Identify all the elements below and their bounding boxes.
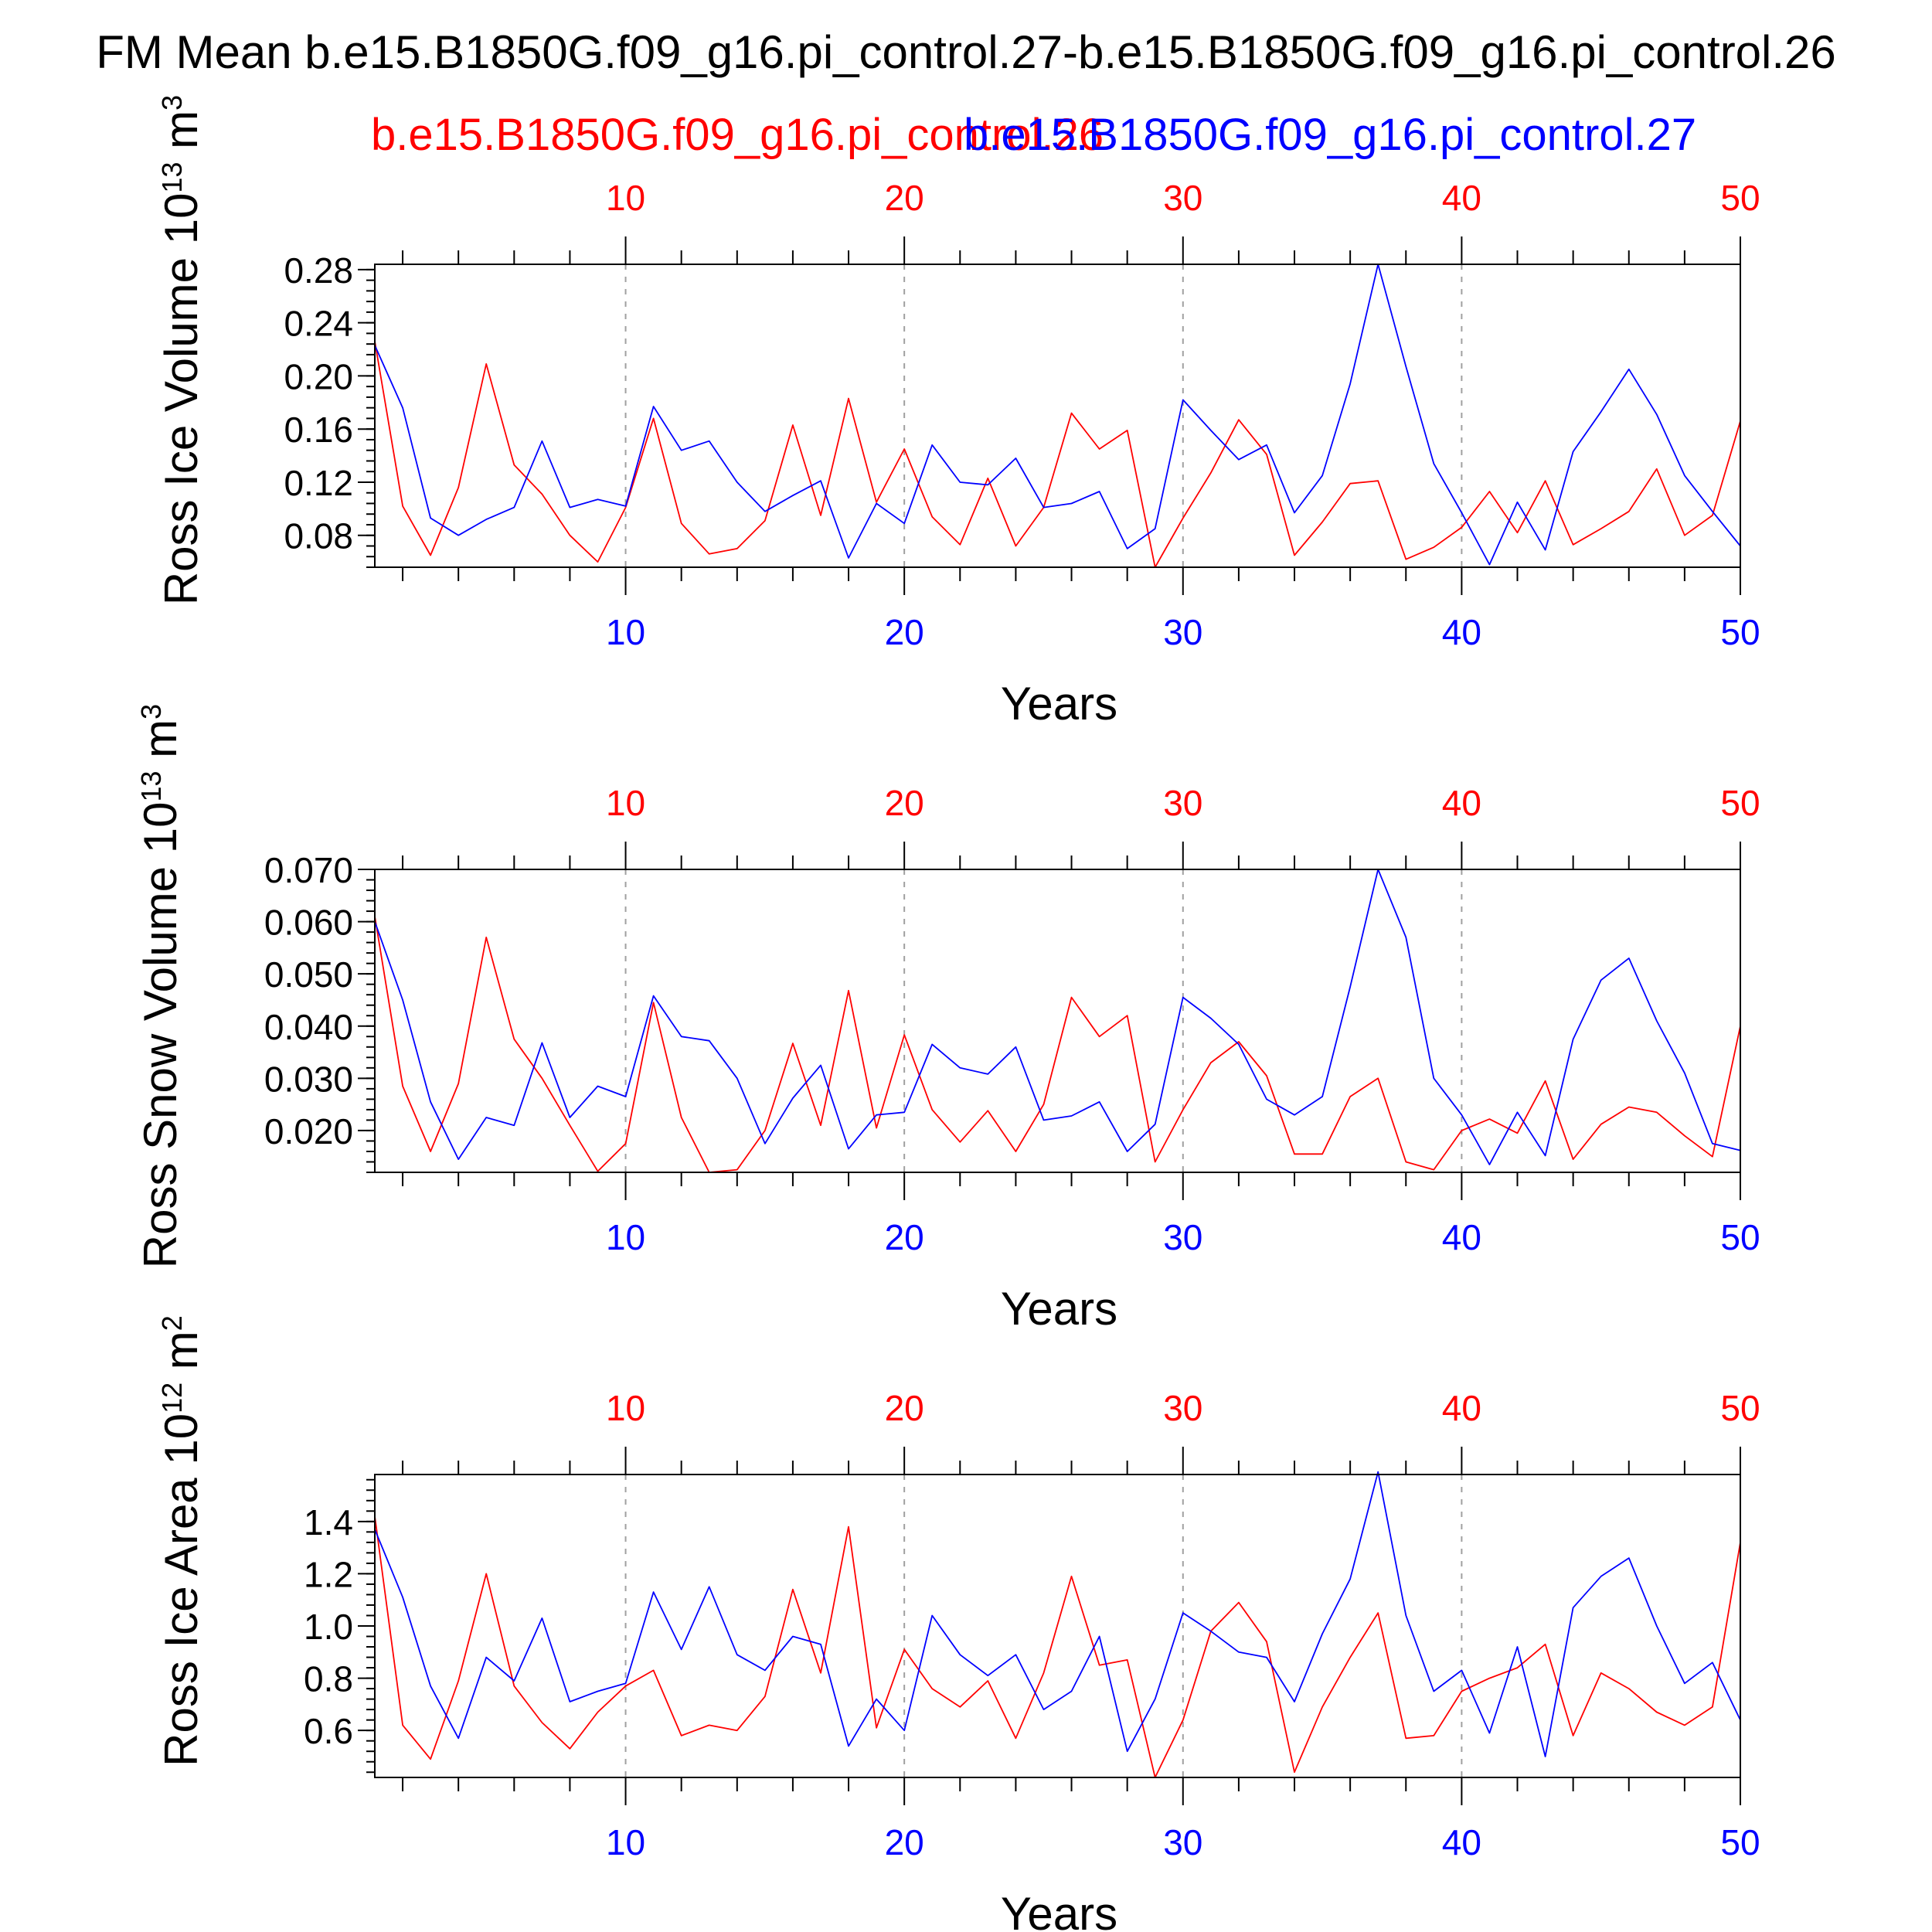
y-tick-label: 0.040 <box>264 1007 353 1047</box>
y-tick-label: 0.8 <box>304 1659 353 1699</box>
y-tick-label: 0.030 <box>264 1059 353 1099</box>
y-tick-label: 0.050 <box>264 954 353 995</box>
x-axis-title: Years <box>1001 1888 1117 1932</box>
series-line-blue <box>374 1471 1741 1757</box>
series-line-blue <box>374 264 1741 566</box>
y-axis-title-superscript: 13 <box>135 770 167 801</box>
x-top-tick-label: 20 <box>885 783 924 823</box>
x-top-tick-label: 40 <box>1442 1388 1481 1428</box>
x-top-tick-label: 10 <box>606 1388 645 1428</box>
panels-container: 0.08 0.12 0.16 0.20 0.24 0.28 10 10 20 20 30 30 40 40… <box>134 95 1760 1932</box>
x-bottom-tick-label: 40 <box>1442 612 1481 652</box>
x-top-tick-label: 10 <box>606 178 645 218</box>
x-top-tick-label: 40 <box>1442 178 1481 218</box>
y-axis-title-superscript: 2 <box>156 1315 188 1331</box>
y-axis-title-superscript: 13 <box>156 162 188 193</box>
y-tick-label: 0.08 <box>284 516 353 556</box>
legend-red-label: b.e15.B1850G.f09_g16.pi_control.26 <box>371 110 1104 160</box>
x-top-tick-label: 50 <box>1720 1388 1760 1428</box>
y-tick-label: 0.070 <box>264 850 353 890</box>
y-axis-title-text: m <box>155 1331 207 1383</box>
panel-2: 0.020 0.030 0.040 0.050 0.060 0.070 10 10 20 20 30… <box>134 704 1760 1335</box>
x-bottom-tick-label: 30 <box>1163 1217 1202 1257</box>
x-bottom-tick-label: 10 <box>606 612 645 652</box>
y-axis-title-text: Ross Snow Volume 10 <box>134 802 186 1269</box>
x-bottom-tick-label: 10 <box>606 1822 645 1862</box>
x-bottom-tick-label: 10 <box>606 1217 645 1257</box>
x-bottom-tick-label: 20 <box>885 1217 924 1257</box>
x-bottom-tick-label: 20 <box>885 1822 924 1862</box>
x-top-tick-label: 30 <box>1163 178 1202 218</box>
panel-3: 0.6 0.8 1.0 1.2 1.4 10 10 20 20 30 30 40 40 50 50 Years… <box>155 1315 1760 1932</box>
y-tick-label: 0.060 <box>264 903 353 943</box>
x-axis-title: Years <box>1001 1283 1117 1335</box>
x-axis-title: Years <box>1001 678 1117 730</box>
y-axis-title: Ross Snow Volume 1013 m3 <box>134 704 186 1268</box>
y-axis-title-text: m <box>155 111 207 162</box>
y-axis-title-text: m <box>134 719 186 771</box>
y-axis-title-text: Ross Ice Area 10 <box>155 1413 207 1767</box>
panel-1: 0.08 0.12 0.16 0.20 0.24 0.28 10 10 20 20 30 30 40 40… <box>155 95 1760 730</box>
x-top-tick-label: 50 <box>1720 178 1760 218</box>
y-axis-title-superscript: 12 <box>156 1383 188 1413</box>
y-axis-title-superscript: 3 <box>135 704 167 719</box>
x-bottom-tick-label: 30 <box>1163 612 1202 652</box>
x-bottom-tick-label: 40 <box>1442 1217 1481 1257</box>
plot-frame <box>374 264 1741 568</box>
x-top-tick-label: 30 <box>1163 783 1202 823</box>
series-line-blue <box>374 869 1741 1165</box>
x-top-tick-label: 10 <box>606 783 645 823</box>
y-tick-label: 1.0 <box>304 1607 353 1647</box>
x-bottom-tick-label: 50 <box>1720 1217 1760 1257</box>
plot-frame <box>374 869 1741 1173</box>
x-top-tick-label: 50 <box>1720 783 1760 823</box>
y-tick-label: 1.2 <box>304 1554 353 1594</box>
y-axis-title: Ross Ice Volume 1013 m3 <box>155 95 207 605</box>
x-top-tick-label: 30 <box>1163 1388 1202 1428</box>
y-axis-title-superscript: 3 <box>156 95 188 111</box>
y-tick-label: 0.12 <box>284 463 353 503</box>
series-line-red <box>374 916 1741 1173</box>
figure-title: FM Mean b.e15.B1850G.f09_g16.pi_control.… <box>96 26 1836 78</box>
x-top-tick-label: 40 <box>1442 783 1481 823</box>
y-tick-label: 1.4 <box>304 1502 353 1543</box>
series-line-red <box>374 1515 1741 1778</box>
x-bottom-tick-label: 40 <box>1442 1822 1481 1862</box>
x-bottom-tick-label: 30 <box>1163 1822 1202 1862</box>
y-tick-label: 0.20 <box>284 356 353 396</box>
y-tick-label: 0.6 <box>304 1711 353 1751</box>
y-tick-label: 0.24 <box>284 304 353 344</box>
y-axis-title-text: Ross Ice Volume 10 <box>155 193 207 606</box>
y-tick-label: 0.16 <box>284 410 353 450</box>
series-line-red <box>374 341 1741 568</box>
legend-blue-label: b.e15.B1850G.f09_g16.pi_control.27 <box>964 110 1696 160</box>
x-bottom-tick-label: 20 <box>885 612 924 652</box>
y-axis-title: Ross Ice Area 1012 m2 <box>155 1315 207 1767</box>
x-top-tick-label: 20 <box>885 178 924 218</box>
x-bottom-tick-label: 50 <box>1720 612 1760 652</box>
y-tick-label: 0.020 <box>264 1111 353 1151</box>
x-bottom-tick-label: 50 <box>1720 1822 1760 1862</box>
y-tick-label: 0.28 <box>284 250 353 291</box>
x-top-tick-label: 20 <box>885 1388 924 1428</box>
